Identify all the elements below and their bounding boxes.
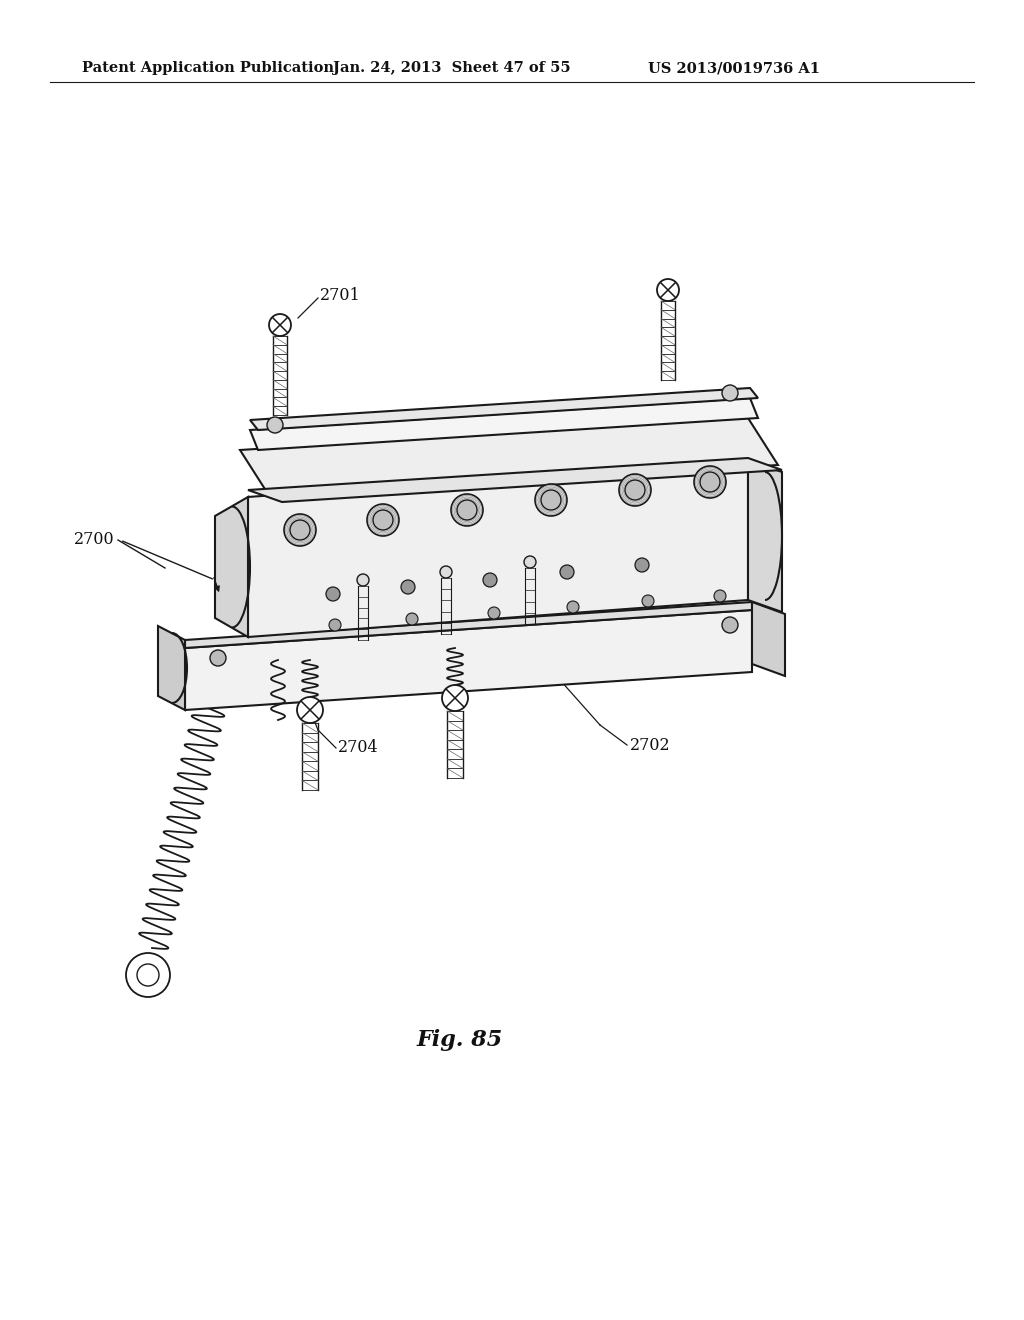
Circle shape bbox=[451, 494, 483, 525]
Polygon shape bbox=[250, 399, 758, 450]
Polygon shape bbox=[185, 610, 752, 710]
Circle shape bbox=[284, 513, 316, 546]
Circle shape bbox=[357, 574, 369, 586]
Text: 2704: 2704 bbox=[338, 739, 379, 756]
Circle shape bbox=[290, 520, 310, 540]
Circle shape bbox=[560, 565, 574, 579]
Circle shape bbox=[524, 556, 536, 568]
Circle shape bbox=[329, 619, 341, 631]
Circle shape bbox=[694, 466, 726, 498]
Circle shape bbox=[541, 490, 561, 510]
Circle shape bbox=[700, 473, 720, 492]
Text: 2702: 2702 bbox=[630, 737, 671, 754]
Circle shape bbox=[373, 510, 393, 531]
Circle shape bbox=[297, 697, 323, 723]
Polygon shape bbox=[215, 498, 248, 638]
Circle shape bbox=[267, 417, 283, 433]
Polygon shape bbox=[250, 388, 758, 430]
Polygon shape bbox=[240, 418, 778, 498]
Text: Jan. 24, 2013  Sheet 47 of 55: Jan. 24, 2013 Sheet 47 of 55 bbox=[333, 61, 570, 75]
Circle shape bbox=[625, 480, 645, 500]
Circle shape bbox=[488, 607, 500, 619]
Polygon shape bbox=[752, 602, 785, 676]
Circle shape bbox=[722, 385, 738, 401]
Circle shape bbox=[618, 474, 651, 506]
Circle shape bbox=[714, 590, 726, 602]
Polygon shape bbox=[185, 602, 752, 648]
Polygon shape bbox=[248, 459, 748, 638]
Circle shape bbox=[457, 500, 477, 520]
Circle shape bbox=[483, 573, 497, 587]
Circle shape bbox=[567, 601, 579, 612]
Polygon shape bbox=[248, 458, 782, 502]
Circle shape bbox=[442, 685, 468, 711]
Circle shape bbox=[406, 612, 418, 624]
Circle shape bbox=[535, 484, 567, 516]
Text: 2701: 2701 bbox=[319, 286, 360, 304]
Circle shape bbox=[137, 964, 159, 986]
Text: Fig. 85: Fig. 85 bbox=[417, 1030, 503, 1051]
Text: Patent Application Publication: Patent Application Publication bbox=[82, 61, 334, 75]
Circle shape bbox=[269, 314, 291, 337]
Polygon shape bbox=[748, 459, 782, 612]
Circle shape bbox=[326, 587, 340, 601]
Circle shape bbox=[657, 279, 679, 301]
Circle shape bbox=[440, 566, 452, 578]
Circle shape bbox=[722, 616, 738, 634]
Circle shape bbox=[642, 595, 654, 607]
Text: 2703: 2703 bbox=[492, 582, 532, 598]
Text: 2700: 2700 bbox=[75, 532, 115, 549]
Polygon shape bbox=[158, 626, 185, 710]
Circle shape bbox=[210, 649, 226, 667]
Circle shape bbox=[126, 953, 170, 997]
Circle shape bbox=[367, 504, 399, 536]
Circle shape bbox=[401, 579, 415, 594]
Text: US 2013/0019736 A1: US 2013/0019736 A1 bbox=[648, 61, 820, 75]
Circle shape bbox=[635, 558, 649, 572]
